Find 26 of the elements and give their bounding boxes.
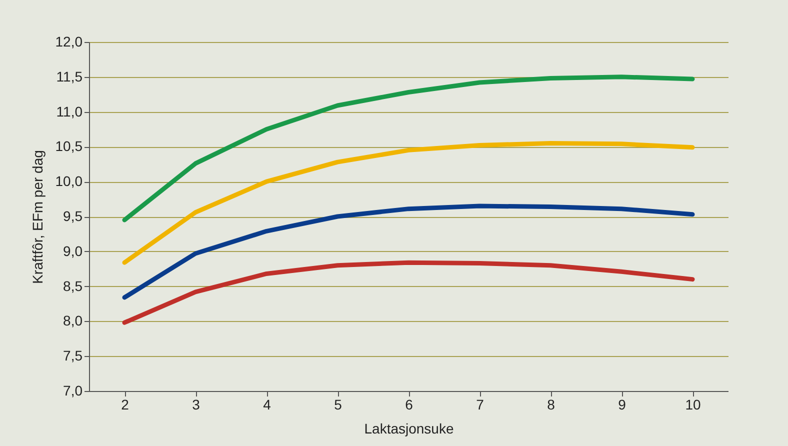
y-tick-label: 10,5 <box>55 138 83 154</box>
x-tick-label: 9 <box>618 396 626 412</box>
y-tick-label: 8,5 <box>63 278 83 294</box>
y-tick-label: 10,0 <box>55 173 83 190</box>
y-tick-label: 7,0 <box>63 382 83 398</box>
line-series <box>122 260 695 325</box>
line-series <box>122 74 695 222</box>
x-tick-label: 5 <box>334 396 342 412</box>
y-tick-label: 11,0 <box>56 103 83 120</box>
x-tick-label: 6 <box>405 396 414 412</box>
y-tick-label: 9,5 <box>63 208 83 224</box>
line-series <box>122 204 695 300</box>
y-tick-label: 8,0 <box>63 312 83 329</box>
x-tick-label: 8 <box>547 396 556 412</box>
y-tick-label: 12,0 <box>55 34 83 50</box>
x-tick-label: 10 <box>685 396 701 412</box>
x-tick-label: 2 <box>121 396 130 412</box>
y-tick-label: 9,0 <box>63 242 83 259</box>
y-tick-label: 7,5 <box>63 348 83 364</box>
x-tick-label: 4 <box>263 396 272 412</box>
y-tick-label: 11,5 <box>56 68 83 84</box>
x-tick-label: 7 <box>476 396 484 412</box>
y-axis-title: Kraftfôr, EFm per dag <box>29 150 46 284</box>
x-axis-title: Laktasjonsuke <box>364 420 454 436</box>
line-series <box>122 140 695 265</box>
x-tick-label: 3 <box>192 396 200 412</box>
